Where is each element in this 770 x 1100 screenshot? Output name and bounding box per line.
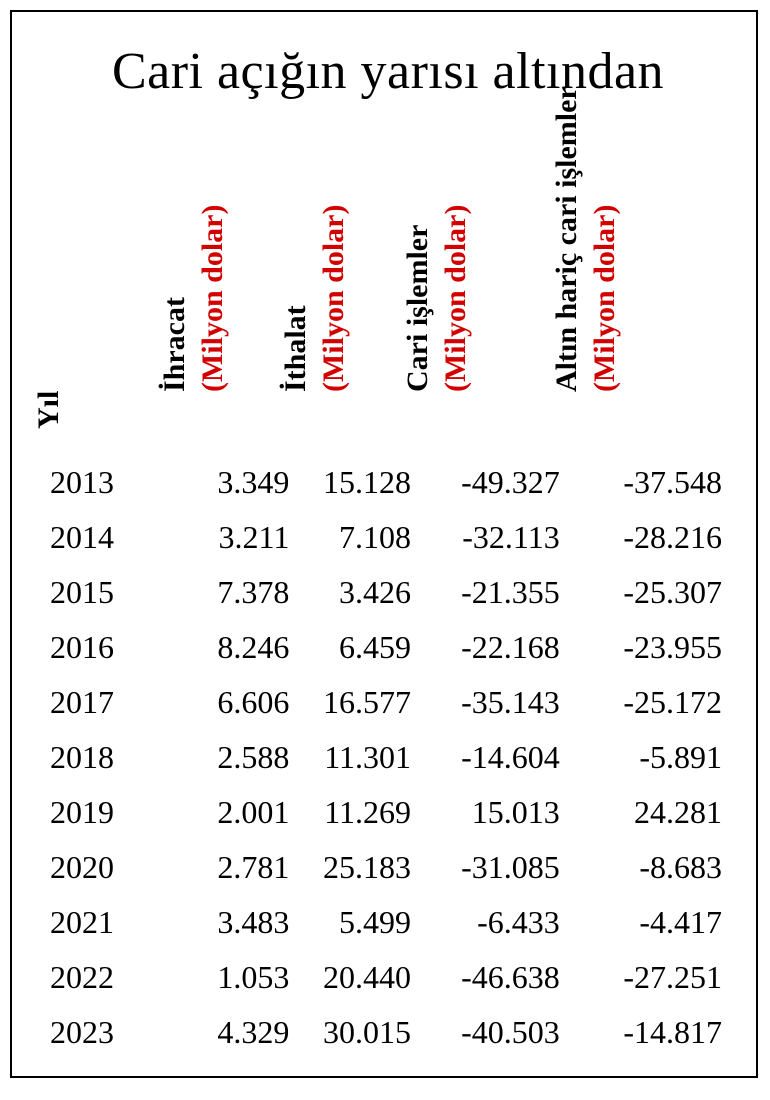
cell-altin: -8.683 <box>564 840 726 895</box>
cell-cari: -32.113 <box>415 510 564 565</box>
table-row: 20157.3783.426-21.355-25.307 <box>50 565 726 620</box>
col-unit-export: (Milyon dolar) <box>195 204 228 392</box>
cell-export: 3.483 <box>172 895 294 950</box>
cell-year: 2018 <box>50 730 172 785</box>
cell-altin: -25.307 <box>564 565 726 620</box>
cell-year: 2022 <box>50 950 172 1005</box>
cell-export: 8.246 <box>172 620 294 675</box>
col-label-export: İhracat <box>158 297 191 392</box>
cell-export: 3.349 <box>172 455 294 510</box>
cell-year: 2020 <box>50 840 172 895</box>
data-table: Yıl İhracat (Milyon dolar) İthalat (Mily… <box>50 125 726 1060</box>
header-row: Yıl İhracat (Milyon dolar) İthalat (Mily… <box>50 125 726 455</box>
col-label-year: Yıl <box>32 391 65 429</box>
cell-year: 2016 <box>50 620 172 675</box>
cell-altin: -28.216 <box>564 510 726 565</box>
col-header-altin: Altın hariç cari işlemler (Milyon dolar) <box>564 125 726 455</box>
col-header-export: İhracat (Milyon dolar) <box>172 125 294 455</box>
cell-altin: 24.281 <box>564 785 726 840</box>
table-row: 20182.58811.301-14.604-5.891 <box>50 730 726 785</box>
table-row: 20202.78125.183-31.085-8.683 <box>50 840 726 895</box>
cell-cari: -22.168 <box>415 620 564 675</box>
cell-export: 6.606 <box>172 675 294 730</box>
col-header-import: İthalat (Milyon dolar) <box>293 125 415 455</box>
table-row: 20234.32930.015-40.503-14.817 <box>50 1005 726 1060</box>
cell-export: 7.378 <box>172 565 294 620</box>
cell-import: 15.128 <box>293 455 415 510</box>
table-row: 20168.2466.459-22.168-23.955 <box>50 620 726 675</box>
cell-import: 6.459 <box>293 620 415 675</box>
table-frame: Cari açığın yarısı altından Yıl İhracat … <box>10 10 758 1078</box>
cell-export: 3.211 <box>172 510 294 565</box>
cell-import: 30.015 <box>293 1005 415 1060</box>
cell-import: 16.577 <box>293 675 415 730</box>
cell-cari: -6.433 <box>415 895 564 950</box>
cell-import: 25.183 <box>293 840 415 895</box>
cell-import: 5.499 <box>293 895 415 950</box>
cell-import: 7.108 <box>293 510 415 565</box>
cell-year: 2021 <box>50 895 172 950</box>
table-row: 20176.60616.577-35.143-25.172 <box>50 675 726 730</box>
cell-year: 2014 <box>50 510 172 565</box>
col-label-import: İthalat <box>279 305 312 392</box>
col-unit-cari: (Milyon dolar) <box>439 204 472 392</box>
cell-cari: -31.085 <box>415 840 564 895</box>
cell-altin: -5.891 <box>564 730 726 785</box>
cell-year: 2019 <box>50 785 172 840</box>
col-label-altin: Altın hariç cari işlemler <box>550 86 583 392</box>
cell-import: 3.426 <box>293 565 415 620</box>
cell-export: 1.053 <box>172 950 294 1005</box>
cell-export: 2.001 <box>172 785 294 840</box>
cell-altin: -14.817 <box>564 1005 726 1060</box>
cell-export: 2.588 <box>172 730 294 785</box>
cell-altin: -23.955 <box>564 620 726 675</box>
col-unit-import: (Milyon dolar) <box>317 204 350 392</box>
cell-import: 20.440 <box>293 950 415 1005</box>
cell-year: 2015 <box>50 565 172 620</box>
table-row: 20221.05320.440-46.638-27.251 <box>50 950 726 1005</box>
table-body: 20133.34915.128-49.327-37.54820143.2117.… <box>50 455 726 1060</box>
table-row: 20213.4835.499-6.433-4.417 <box>50 895 726 950</box>
table-row: 20192.00111.26915.01324.281 <box>50 785 726 840</box>
cell-cari: -14.604 <box>415 730 564 785</box>
table-title: Cari açığın yarısı altından <box>50 42 726 101</box>
cell-import: 11.269 <box>293 785 415 840</box>
cell-altin: -37.548 <box>564 455 726 510</box>
cell-year: 2017 <box>50 675 172 730</box>
cell-cari: -49.327 <box>415 455 564 510</box>
cell-altin: -4.417 <box>564 895 726 950</box>
col-unit-altin: (Milyon dolar) <box>587 204 620 392</box>
cell-import: 11.301 <box>293 730 415 785</box>
cell-cari: 15.013 <box>415 785 564 840</box>
cell-export: 2.781 <box>172 840 294 895</box>
col-header-cari: Cari işlemler (Milyon dolar) <box>415 125 564 455</box>
col-header-year: Yıl <box>50 125 172 455</box>
cell-export: 4.329 <box>172 1005 294 1060</box>
cell-cari: -40.503 <box>415 1005 564 1060</box>
col-label-cari: Cari işlemler <box>401 224 434 391</box>
table-row: 20133.34915.128-49.327-37.548 <box>50 455 726 510</box>
cell-cari: -46.638 <box>415 950 564 1005</box>
table-row: 20143.2117.108-32.113-28.216 <box>50 510 726 565</box>
cell-altin: -25.172 <box>564 675 726 730</box>
cell-year: 2013 <box>50 455 172 510</box>
cell-year: 2023 <box>50 1005 172 1060</box>
cell-cari: -21.355 <box>415 565 564 620</box>
cell-altin: -27.251 <box>564 950 726 1005</box>
cell-cari: -35.143 <box>415 675 564 730</box>
